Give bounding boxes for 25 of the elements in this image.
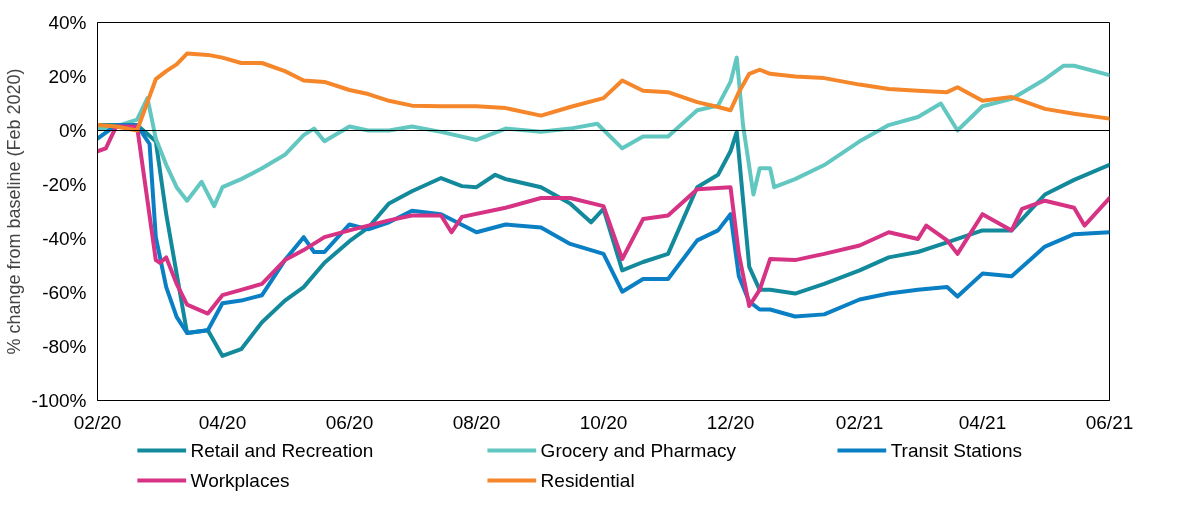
y-tick-label: -60%: [42, 282, 87, 303]
y-tick-label: 40%: [48, 12, 87, 33]
y-tick-label: -80%: [42, 336, 87, 357]
x-tick-label: 06/21: [1085, 411, 1134, 433]
y-axis-title: % change from baseline (Feb 2020): [3, 68, 24, 355]
legend-label: Workplaces: [190, 470, 290, 491]
x-tick-label: 02/20: [73, 411, 122, 433]
legend-label: Transit Stations: [890, 440, 1022, 461]
y-tick-label: -40%: [42, 228, 87, 249]
line-series: [97, 55, 1110, 209]
x-tick-label: 04/21: [958, 411, 1007, 433]
x-tick-label: 02/21: [835, 411, 884, 433]
x-tick-label: 12/20: [706, 411, 755, 433]
x-tick-label: 06/20: [325, 411, 374, 433]
x-tick-label: 08/20: [452, 411, 501, 433]
legend-label: Residential: [540, 470, 635, 491]
legend-label: Grocery and Pharmacy: [540, 440, 737, 461]
x-tick-label: 10/20: [579, 411, 628, 433]
y-tick-label: -20%: [42, 174, 87, 195]
y-tick-label: -100%: [31, 390, 87, 411]
line-series: [97, 51, 1110, 133]
y-tick-label: 0%: [59, 120, 87, 141]
x-tick-label: 04/20: [198, 411, 247, 433]
legend-label: Retail and Recreation: [190, 440, 374, 461]
y-tick-label: 20%: [48, 66, 87, 87]
